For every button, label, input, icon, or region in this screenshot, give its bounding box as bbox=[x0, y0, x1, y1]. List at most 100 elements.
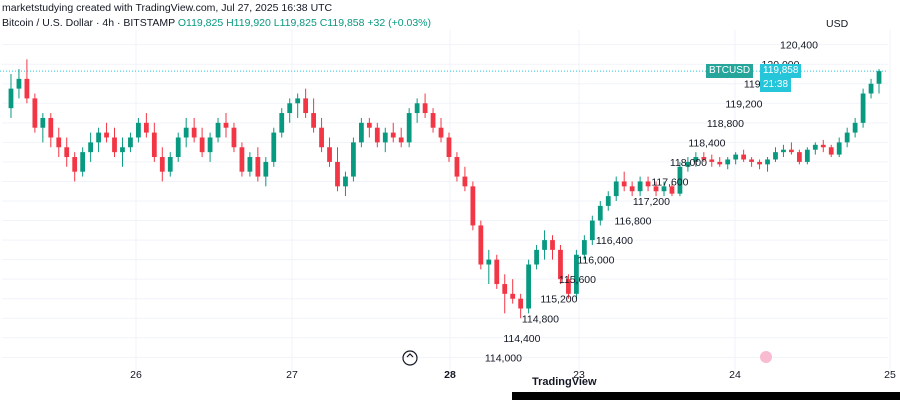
price-tick-label: 114,800 bbox=[522, 313, 559, 325]
candle-body bbox=[852, 122, 858, 133]
candle-body bbox=[860, 93, 866, 123]
candle bbox=[335, 147, 340, 192]
candle-body bbox=[653, 186, 659, 192]
candle-body bbox=[566, 279, 571, 294]
time-axis[interactable]: 26 27 28 23 24 25 bbox=[130, 369, 896, 381]
candle bbox=[255, 147, 261, 182]
candle-body bbox=[311, 113, 316, 128]
candle bbox=[24, 59, 30, 104]
candle bbox=[271, 127, 277, 167]
candle-body bbox=[741, 154, 747, 160]
candle-body bbox=[414, 103, 420, 114]
candle bbox=[486, 249, 492, 285]
candle bbox=[143, 113, 149, 138]
candle bbox=[621, 171, 627, 192]
candle bbox=[311, 98, 316, 133]
grid-lines bbox=[2, 30, 891, 372]
candle bbox=[40, 113, 46, 143]
tradingview-logo[interactable]: TradingView bbox=[532, 376, 597, 388]
candle-body bbox=[120, 147, 125, 153]
time-tick-label: 25 bbox=[884, 369, 896, 381]
candle bbox=[852, 117, 858, 138]
price-tick-label: 114,400 bbox=[503, 333, 540, 345]
candle-body bbox=[844, 132, 850, 143]
candle-body bbox=[223, 122, 229, 128]
candle-body bbox=[836, 142, 842, 155]
candle-body bbox=[358, 122, 364, 143]
candle-body bbox=[629, 186, 635, 192]
alert-icon[interactable] bbox=[760, 351, 772, 363]
candle bbox=[223, 113, 229, 138]
last-price-value: 119,858 bbox=[763, 65, 799, 77]
candle bbox=[120, 137, 125, 167]
candle-body bbox=[56, 137, 62, 148]
candle-body bbox=[820, 144, 826, 148]
candle-body bbox=[470, 186, 476, 226]
candle bbox=[820, 139, 826, 153]
candle bbox=[733, 152, 739, 165]
time-tick-label: 28 bbox=[444, 369, 456, 381]
candle bbox=[446, 132, 452, 162]
candle-body bbox=[494, 259, 500, 285]
candle bbox=[112, 127, 117, 158]
candle bbox=[159, 147, 165, 182]
candle-body bbox=[804, 149, 810, 162]
candle bbox=[749, 157, 754, 167]
candle-body bbox=[550, 240, 555, 250]
candle bbox=[542, 230, 547, 260]
candle bbox=[295, 93, 301, 118]
candle-body bbox=[828, 147, 834, 155]
candle bbox=[462, 166, 468, 192]
candle-body bbox=[454, 157, 460, 177]
candle-body bbox=[374, 127, 380, 143]
candle-body bbox=[701, 157, 707, 160]
price-tick-label: 117,600 bbox=[651, 176, 688, 188]
candle-body bbox=[279, 113, 285, 133]
candle bbox=[709, 154, 715, 167]
candle bbox=[725, 157, 731, 170]
candle bbox=[701, 152, 707, 162]
candle bbox=[637, 176, 643, 197]
candle bbox=[32, 93, 38, 133]
currency-label: USD bbox=[826, 18, 849, 30]
candle-body bbox=[605, 196, 611, 206]
candle bbox=[48, 113, 54, 148]
candle-body bbox=[677, 166, 683, 194]
candle bbox=[128, 132, 133, 153]
candle bbox=[629, 181, 635, 197]
candle-body bbox=[812, 144, 818, 150]
candle bbox=[303, 88, 309, 118]
candle bbox=[366, 117, 372, 138]
price-axis[interactable]: 114,000 114,400 114,800 115,200 115,600 116,0… bbox=[485, 40, 818, 365]
candle-body bbox=[717, 161, 723, 165]
replay-icon[interactable] bbox=[402, 350, 418, 366]
candle bbox=[757, 159, 762, 170]
candle bbox=[796, 149, 802, 165]
candle-body bbox=[438, 127, 444, 138]
candle-body bbox=[510, 293, 516, 299]
candle bbox=[685, 157, 691, 172]
candle-body bbox=[765, 159, 770, 165]
candle-body bbox=[661, 186, 667, 192]
candle bbox=[191, 117, 197, 143]
candle bbox=[80, 147, 86, 177]
candle bbox=[613, 176, 619, 201]
candle bbox=[478, 220, 484, 270]
candle bbox=[16, 69, 22, 99]
candle-body bbox=[72, 157, 78, 172]
candle-body bbox=[382, 132, 388, 143]
candle bbox=[773, 147, 778, 162]
candle bbox=[175, 132, 181, 162]
candle-body bbox=[693, 157, 699, 162]
candle bbox=[717, 157, 723, 167]
candle-body bbox=[96, 132, 101, 143]
candle-body bbox=[597, 205, 603, 221]
countdown-value: 21:38 bbox=[763, 79, 789, 91]
candle-body bbox=[112, 137, 117, 153]
candle bbox=[605, 191, 611, 211]
candle-body bbox=[542, 240, 547, 250]
footer-bar bbox=[512, 392, 900, 400]
price-tick-label: 116,000 bbox=[577, 255, 614, 267]
candle-body bbox=[319, 127, 324, 148]
candle bbox=[287, 98, 293, 123]
